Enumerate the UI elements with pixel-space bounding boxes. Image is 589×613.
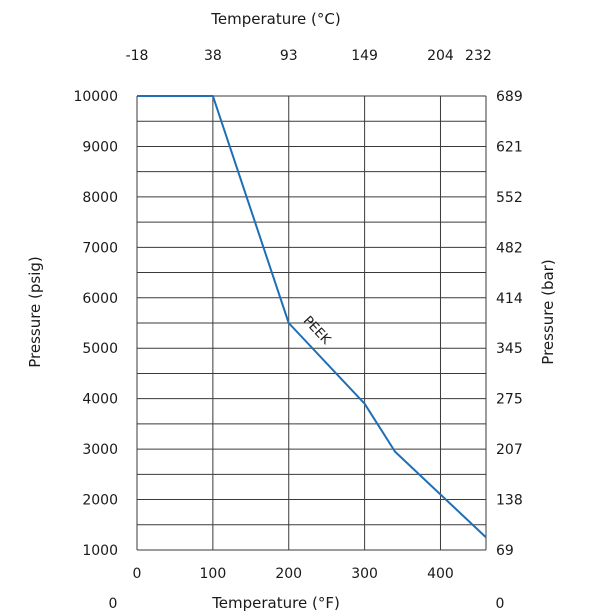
series-label: PEEK — [300, 313, 334, 348]
left-tick-label: 5000 — [82, 341, 118, 357]
bottom-tick-label: 100 — [200, 566, 227, 582]
tick-labels: 0 100 200 300 400 -18 38 93 149 204 232 1000 2000 300… — [73, 48, 522, 612]
right-tick-label: 552 — [496, 190, 523, 206]
bottom-tick-label: 0 — [133, 566, 142, 582]
left-tick-label: 2000 — [82, 493, 118, 509]
right-tick-label: 138 — [496, 493, 523, 509]
top-tick-label: 149 — [351, 48, 378, 64]
left-tick-label: 3000 — [82, 442, 118, 458]
left-tick-label: 9000 — [82, 139, 118, 155]
left-tick-label: 8000 — [82, 190, 118, 206]
right-tick-label: 207 — [496, 442, 523, 458]
left-extra-label: 0 — [109, 596, 118, 612]
top-tick-label: -18 — [126, 48, 149, 64]
right-tick-label: 345 — [496, 341, 523, 357]
left-tick-label: 4000 — [82, 392, 118, 408]
right-tick-label: 275 — [496, 392, 523, 408]
right-extra-label: 0 — [496, 596, 505, 612]
top-axis-title: Temperature (°C) — [210, 10, 340, 28]
series-layer: PEEK — [137, 95, 487, 539]
top-tick-label: 38 — [204, 48, 222, 64]
top-tick-label: 204 — [427, 48, 454, 64]
left-tick-label: 1000 — [82, 543, 118, 559]
axis-titles: Temperature (°C) Temperature (°F) Pressu… — [26, 10, 557, 612]
top-tick-label: 232 — [465, 48, 492, 64]
right-axis-title: Pressure (bar) — [539, 259, 557, 364]
left-axis-title: Pressure (psig) — [26, 256, 44, 368]
left-tick-label: 6000 — [82, 291, 118, 307]
grid — [136, 95, 487, 551]
top-tick-label: 93 — [280, 48, 298, 64]
bottom-tick-label: 200 — [275, 566, 302, 582]
right-tick-label: 482 — [496, 240, 523, 256]
bottom-tick-label: 400 — [427, 566, 454, 582]
left-tick-label: 10000 — [73, 89, 118, 105]
right-tick-label: 414 — [496, 291, 523, 307]
right-tick-label: 69 — [496, 543, 514, 559]
bottom-axis-title: Temperature (°F) — [211, 594, 340, 612]
right-tick-label: 689 — [496, 89, 523, 105]
left-tick-label: 7000 — [82, 240, 118, 256]
series-line-peek — [137, 95, 487, 539]
bottom-tick-label: 300 — [351, 566, 378, 582]
right-tick-label: 621 — [496, 139, 523, 155]
